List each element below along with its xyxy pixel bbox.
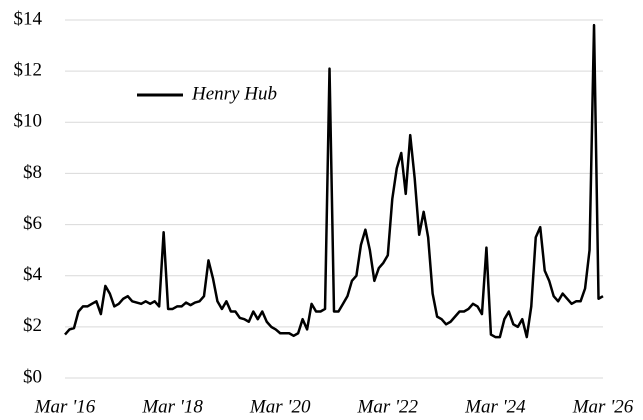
x-tick-label: Mar '22 xyxy=(357,396,419,417)
y-tick-label: $14 xyxy=(14,8,43,29)
x-tick-label: Mar '24 xyxy=(464,396,526,417)
y-tick-label: $12 xyxy=(14,60,43,81)
y-tick-label: $10 xyxy=(14,111,43,132)
y-tick-label: $6 xyxy=(23,213,42,234)
x-tick-label: Mar '18 xyxy=(141,396,203,417)
y-tick-label: $4 xyxy=(23,264,43,285)
legend: Henry Hub xyxy=(137,83,277,104)
x-tick-label: Mar '16 xyxy=(34,396,96,417)
y-tick-label: $8 xyxy=(23,162,42,183)
x-tick-label: Mar '20 xyxy=(249,396,311,417)
legend-label: Henry Hub xyxy=(191,83,277,104)
series-line xyxy=(64,23,604,339)
y-tick-label: $2 xyxy=(23,315,42,336)
x-tick-label: Mar '26 xyxy=(572,396,634,417)
y-tick-label: $0 xyxy=(23,366,42,387)
